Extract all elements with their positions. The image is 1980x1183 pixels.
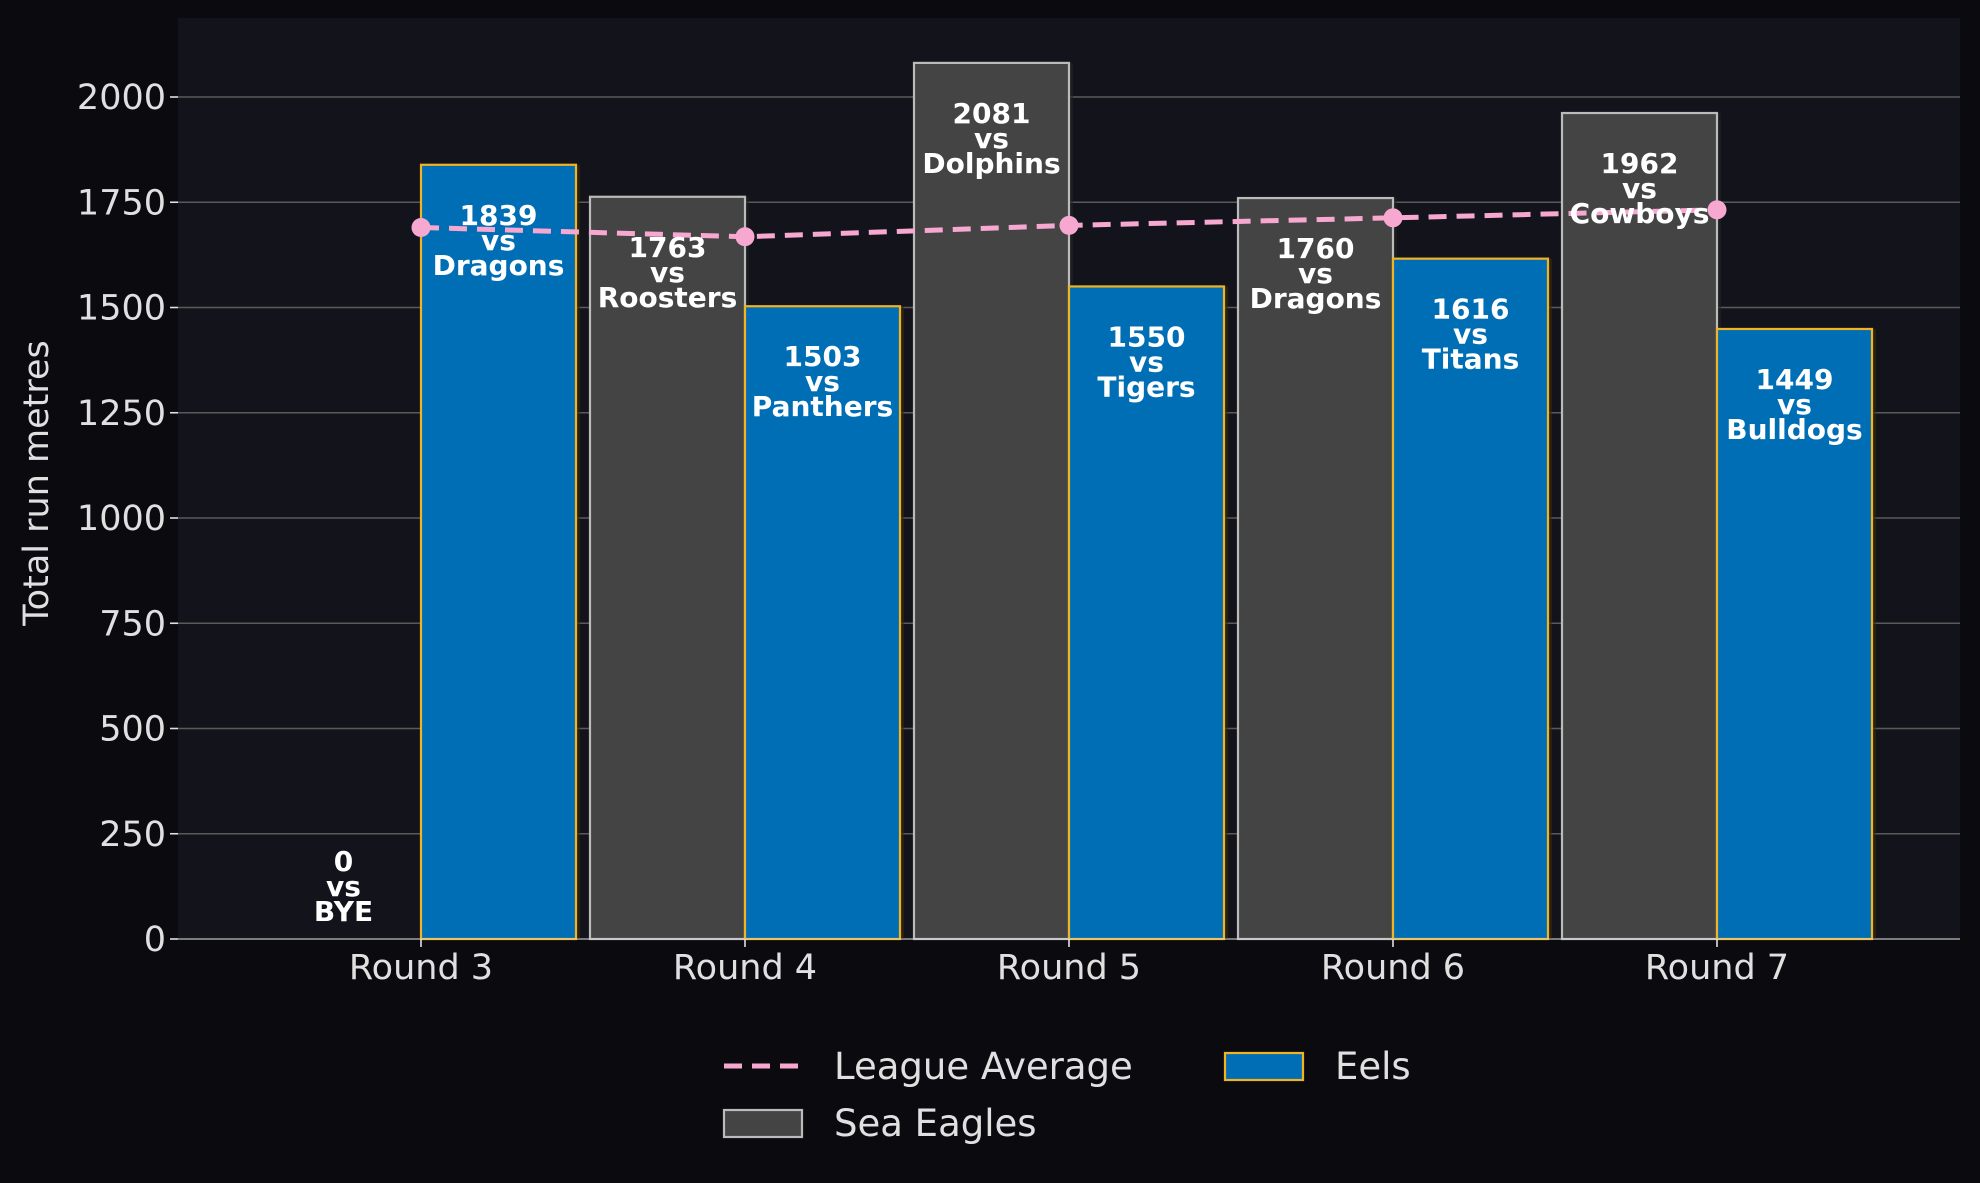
bar-vs-label: vs bbox=[1622, 172, 1657, 205]
eels-bar bbox=[419, 163, 578, 941]
bar-opponent-label: Dragons bbox=[433, 249, 565, 282]
bar-value-label: 1760 bbox=[1277, 232, 1355, 265]
bar-opponent-label: BYE bbox=[314, 895, 373, 928]
bar-value-label: 1503 bbox=[784, 340, 862, 373]
x-tick-label: Round 5 bbox=[997, 948, 1141, 988]
bar-value-label: 1962 bbox=[1601, 147, 1679, 180]
bar-value-label: 1763 bbox=[629, 231, 707, 264]
legend-eels-swatch bbox=[1223, 1051, 1305, 1082]
bar-opponent-label: Panthers bbox=[752, 390, 893, 423]
bar-vs-label: vs bbox=[1298, 257, 1333, 290]
y-axis-title: Total run metres bbox=[17, 340, 57, 627]
bar-opponent-label: Roosters bbox=[598, 281, 738, 314]
bars bbox=[419, 61, 1876, 941]
sea-eagles-bar bbox=[912, 61, 1071, 941]
sea-eagles-bar bbox=[1560, 111, 1719, 941]
eels-bar bbox=[1391, 257, 1550, 941]
bar-vs-label: vs bbox=[1453, 318, 1488, 351]
sea-eagles-bar bbox=[1236, 196, 1395, 941]
league-average-point bbox=[1383, 208, 1403, 228]
league-average-point bbox=[1059, 215, 1079, 235]
bar-value-label: 0 bbox=[334, 845, 353, 878]
bar-vs-label: vs bbox=[805, 365, 840, 398]
bar-opponent-label: Cowboys bbox=[1570, 197, 1710, 230]
bar-value-label: 1550 bbox=[1108, 320, 1186, 353]
x-tick-label: Round 6 bbox=[1321, 948, 1465, 988]
x-tick-label: Round 7 bbox=[1645, 948, 1789, 988]
y-tick-label: 0 bbox=[144, 920, 166, 960]
bar-vs-label: vs bbox=[1777, 388, 1812, 421]
bar-opponent-label: Bulldogs bbox=[1726, 413, 1862, 446]
y-tick-label: 250 bbox=[99, 815, 166, 855]
bar-opponent-label: Dragons bbox=[1250, 282, 1382, 315]
bar-value-label: 2081 bbox=[953, 97, 1031, 130]
league-average-point bbox=[1707, 200, 1727, 220]
axes: 0 250 500 750 1000 1250 1500 1750 2000 Round 3 Rou… bbox=[77, 78, 1960, 988]
bar-value-label: 1616 bbox=[1432, 293, 1510, 326]
y-tick-label: 2000 bbox=[77, 78, 166, 118]
league-average-point bbox=[735, 227, 755, 247]
bar-vs-label: vs bbox=[650, 256, 685, 289]
eels-bar bbox=[1715, 327, 1874, 941]
legend-sea-eagles-swatch bbox=[722, 1108, 804, 1139]
legend-label: Eels bbox=[1335, 1045, 1411, 1088]
y-tick-label: 1000 bbox=[77, 499, 166, 539]
bar-labels: 0vsBYE1763vsRoosters2081vsDolphins1760vs… bbox=[314, 97, 1863, 928]
bar-value-label: 1839 bbox=[460, 199, 538, 232]
sea-eagles-bar bbox=[588, 195, 747, 941]
y-tick-label: 1250 bbox=[77, 394, 166, 434]
legend: League Average Eels Sea Eagles bbox=[722, 1045, 1411, 1145]
legend-label: Sea Eagles bbox=[834, 1102, 1037, 1145]
bar-opponent-label: Dolphins bbox=[922, 147, 1060, 180]
bar-vs-label: vs bbox=[974, 122, 1009, 155]
bar-opponent-label: Titans bbox=[1422, 343, 1520, 376]
eels-bar bbox=[1067, 285, 1226, 941]
bar-vs-label: vs bbox=[481, 224, 516, 257]
bar-vs-label: vs bbox=[1129, 345, 1164, 378]
bar-opponent-label: Tigers bbox=[1097, 370, 1195, 403]
x-tick-label: Round 3 bbox=[349, 948, 493, 988]
legend-label: League Average bbox=[834, 1045, 1133, 1088]
bar-vs-label: vs bbox=[326, 870, 361, 903]
y-tick-label: 1500 bbox=[77, 289, 166, 329]
eels-bar bbox=[743, 305, 902, 941]
x-tick-label: Round 4 bbox=[673, 948, 817, 988]
y-tick-label: 750 bbox=[99, 604, 166, 644]
league-average-line bbox=[411, 200, 1727, 247]
y-tick-label: 1750 bbox=[77, 183, 166, 223]
y-tick-label: 500 bbox=[99, 710, 166, 750]
league-average-point bbox=[411, 218, 431, 238]
bar-value-label: 1449 bbox=[1756, 363, 1834, 396]
